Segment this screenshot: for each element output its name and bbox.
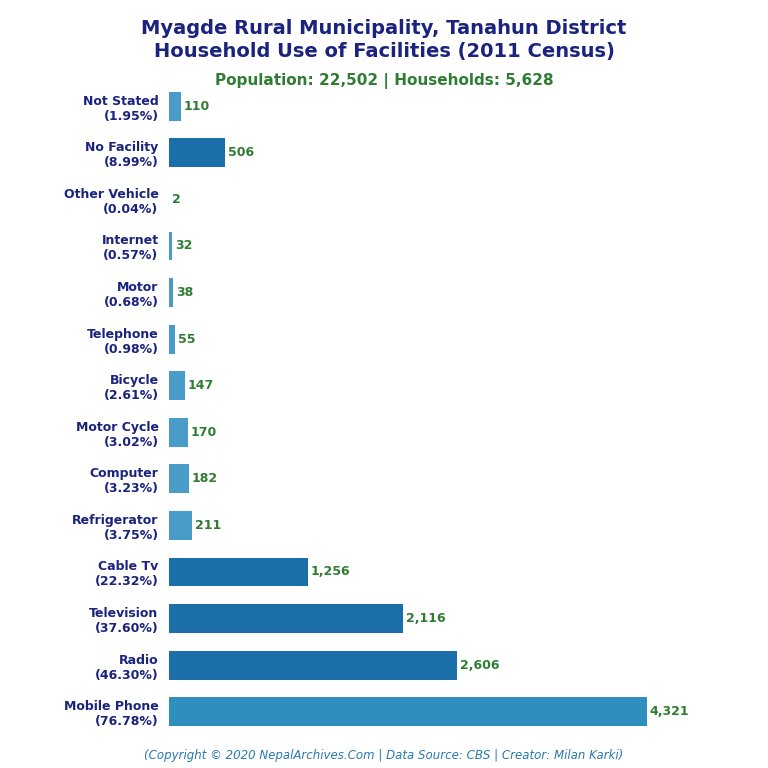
Bar [169,697,647,726]
Bar [169,278,173,307]
Bar [169,511,192,540]
Text: 4,321: 4,321 [650,705,689,718]
Text: 110: 110 [184,100,210,113]
Text: 2: 2 [172,193,180,206]
Bar [169,138,225,167]
Text: Myagde Rural Municipality, Tanahun District: Myagde Rural Municipality, Tanahun Distr… [141,19,627,38]
Text: (Copyright © 2020 NepalArchives.Com | Data Source: CBS | Creator: Milan Karki): (Copyright © 2020 NepalArchives.Com | Da… [144,749,624,762]
Bar [169,92,181,121]
Bar [169,604,403,633]
Bar [169,558,308,587]
Text: 1,256: 1,256 [310,565,350,578]
Text: 182: 182 [192,472,218,485]
Text: 506: 506 [227,147,253,159]
Text: Population: 22,502 | Households: 5,628: Population: 22,502 | Households: 5,628 [215,73,553,89]
Text: 147: 147 [188,379,214,392]
Bar [169,231,173,260]
Text: 211: 211 [195,519,221,532]
Bar [169,371,185,400]
Text: 170: 170 [190,425,217,439]
Bar [169,465,189,493]
Text: 55: 55 [178,333,195,346]
Bar [169,418,187,447]
Text: 2,606: 2,606 [460,659,499,671]
Text: 38: 38 [176,286,194,299]
Text: Household Use of Facilities (2011 Census): Household Use of Facilities (2011 Census… [154,42,614,61]
Text: 2,116: 2,116 [406,612,445,625]
Bar [169,650,457,680]
Text: 32: 32 [175,240,193,253]
Bar [169,325,175,353]
